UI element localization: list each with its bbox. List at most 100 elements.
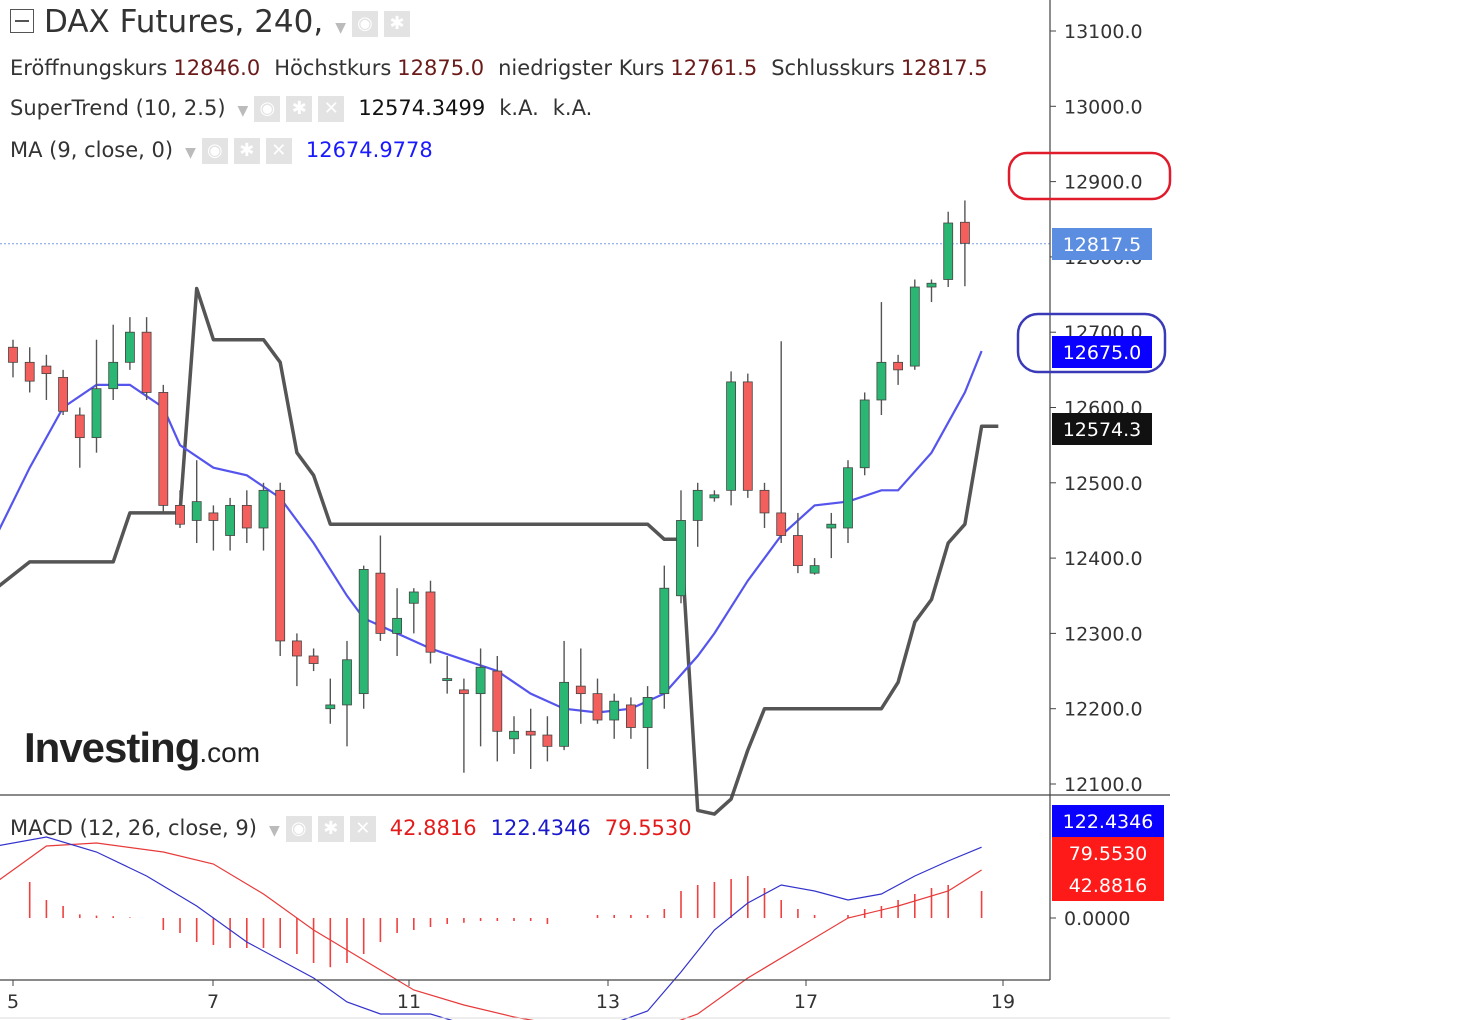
candle-body [692,489,703,521]
candle[interactable] [325,678,336,724]
candle[interactable] [676,490,686,604]
candle[interactable] [8,339,18,378]
candle[interactable] [158,384,169,513]
symbol-title[interactable]: DAX Futures, 240, [44,4,324,40]
supertrend-label[interactable]: SuperTrend (10, 2.5) [10,96,226,120]
candle[interactable] [943,211,954,288]
candle[interactable] [926,279,937,303]
candle[interactable] [542,716,553,762]
candle[interactable] [742,373,753,498]
candle-body [709,494,720,499]
supertrend-price-tag-box [1052,413,1152,445]
chevron-down-icon[interactable]: ▼ [237,103,249,119]
candle[interactable] [375,535,386,641]
candle[interactable] [876,302,887,416]
candle[interactable] [24,347,35,393]
candle[interactable] [91,339,102,453]
ohlc-row: Eröffnungskurs 12846.0 Höchstkurs 12875.0 ni… [10,56,994,80]
candle[interactable] [960,200,970,287]
candle[interactable] [241,490,252,544]
candle[interactable] [458,678,469,773]
candle[interactable] [525,708,536,769]
candle[interactable] [275,482,286,656]
collapse-icon[interactable] [10,8,34,33]
candle[interactable] [41,354,52,400]
candle[interactable] [575,648,586,724]
candle[interactable] [609,693,620,739]
candle[interactable] [826,512,837,559]
price-tags: 12817.5 12675.0 12574.3 42.8816 79.5530 122.4… [1007,151,1172,901]
candle-body [425,591,436,653]
candle[interactable] [58,369,68,416]
ma-label[interactable]: MA (9, close, 0) [10,138,174,162]
candle-body [809,565,820,574]
candle[interactable] [893,354,903,385]
candle[interactable] [342,640,352,747]
gear-icon[interactable]: ✱ [286,96,313,122]
x-tick-label: 13 [596,991,620,1013]
candle[interactable] [709,490,720,502]
candle[interactable] [74,407,85,468]
candle[interactable] [759,482,770,528]
close-icon[interactable]: ✕ [265,138,292,164]
candle[interactable] [208,505,219,551]
candle[interactable] [626,697,636,739]
candle[interactable] [125,317,135,370]
candle[interactable] [408,588,419,634]
gear-icon[interactable]: ✱ [317,816,344,842]
candle[interactable] [642,686,653,769]
candle[interactable] [726,371,736,506]
macd-hist-value: 42.8816 [389,816,477,840]
close-icon[interactable]: ✕ [318,96,345,122]
candle-body [642,697,653,728]
candle[interactable] [258,482,269,551]
candle-body [208,512,219,521]
candle[interactable] [108,324,119,400]
chevron-down-icon[interactable]: ▼ [335,20,347,36]
candle[interactable] [909,279,920,370]
candle[interactable] [793,512,803,574]
candle[interactable] [191,460,202,544]
eye-icon[interactable]: ◉ [201,138,228,164]
eye-icon[interactable]: ◉ [285,816,312,842]
candle-body [609,700,620,721]
chevron-down-icon[interactable]: ▼ [185,145,196,161]
candle[interactable] [559,640,569,751]
candle[interactable] [392,588,403,656]
gear-icon[interactable]: ✱ [233,138,260,164]
gear-icon[interactable]: ✱ [384,10,411,37]
macd-hist-tag-box [1052,869,1164,901]
eye-icon[interactable]: ◉ [254,96,281,122]
candle[interactable] [509,716,519,754]
candle[interactable] [175,490,185,528]
candle[interactable] [358,565,369,709]
candle[interactable] [659,565,670,709]
candle[interactable] [492,655,503,762]
candle[interactable] [692,482,703,547]
macd-hist-tag: 42.8816 [1069,875,1148,897]
close-icon[interactable]: ✕ [349,816,376,842]
candle[interactable] [592,678,603,724]
candle[interactable] [843,460,853,544]
candle-body [191,501,202,521]
macd-label[interactable]: MACD (12, 26, close, 9) [10,816,257,840]
supertrend-line [0,286,999,816]
candle[interactable] [442,655,453,694]
candle[interactable] [859,392,870,476]
chevron-down-icon[interactable]: ▼ [268,823,280,839]
y-tick-label: 13000.0 [1064,96,1143,118]
candle[interactable] [141,317,152,400]
candle[interactable] [225,497,236,551]
candle[interactable] [776,341,787,544]
candle[interactable] [809,558,820,575]
candle[interactable] [425,580,436,664]
candle[interactable] [475,648,486,747]
low-label: niedrigster Kurs [498,56,665,80]
eye-icon[interactable]: ◉ [352,10,379,37]
macd-pane[interactable] [0,836,983,1020]
candle-body [24,361,35,382]
price-pane[interactable] [0,200,1050,816]
candle[interactable] [308,648,319,672]
candle[interactable] [291,633,302,687]
